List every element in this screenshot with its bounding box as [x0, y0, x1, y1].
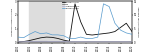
- Y-axis label: Incidence of Buruli ulcers: Incidence of Buruli ulcers: [12, 8, 13, 36]
- Bar: [29, 1, 64, 43]
- Y-axis label: Incidence of other diseases: Incidence of other diseases: [138, 7, 140, 37]
- Legend: Buruli ulcer, TB, Legionellosis, Buruli ulcer: Buruli ulcer, TB, Legionellosis, Buruli …: [62, 1, 80, 9]
